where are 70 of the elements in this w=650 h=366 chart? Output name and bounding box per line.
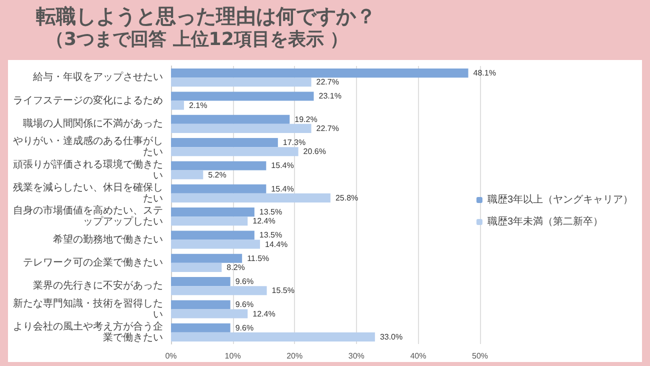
bar [171,124,312,133]
data-label: 13.5% [259,230,282,240]
x-tick-label: 30% [348,352,364,360]
x-tick-label: 50% [472,352,488,360]
y-tick-label: 新たな専門知識・技術を習得したい [13,297,163,320]
data-label: 25.8% [335,193,358,202]
data-label: 2.1% [188,100,208,110]
y-tick-label: 残業を減らしたい、休日を確保したい [13,181,163,204]
data-label: 15.5% [272,286,294,296]
bar [171,170,204,180]
bar [171,92,314,101]
data-label: 9.6% [235,300,254,310]
data-label: 15.4% [271,184,294,194]
bar [171,230,254,240]
data-label: 17.3% [282,138,306,148]
x-tick-label: 0% [165,352,177,360]
bar [171,300,230,310]
data-label: 9.6% [235,323,254,332]
data-label: 48.1% [473,68,496,78]
bar [171,309,248,318]
bar [171,216,248,226]
x-tick-label: 20% [286,352,303,360]
data-label: 19.2% [294,114,318,124]
data-label: 11.5% [247,254,270,263]
bar [171,286,267,296]
bar [171,100,184,110]
x-tick-label: 40% [410,352,426,360]
bar [171,277,230,286]
y-tick-label: 希望の勤務地で働きたい [53,233,163,246]
bar [171,240,260,249]
data-label: 8.2% [226,262,245,272]
y-tick-label: 職場の人間関係に不満があった [23,117,163,130]
data-label: 12.4% [252,216,276,226]
bar [171,138,278,148]
data-label: 23.1% [318,92,342,101]
data-label: 22.7% [316,78,339,87]
bar [171,323,230,332]
data-label: 12.4% [252,309,276,318]
chart-title: 転職しようと思った理由は何ですか？ [36,4,376,28]
data-label: 15.4% [271,161,294,170]
y-tick-label: テレワーク可の企業で働きたい [23,256,163,268]
y-tick-label: やりがい・達成感のある仕事がしたい [13,135,163,158]
bar [171,147,298,156]
y-tick-label: 頑張りが評価される環境で働きたい [13,158,163,182]
data-label: 22.7% [316,124,339,133]
bar [171,208,254,217]
bar [171,161,266,170]
data-label: 9.6% [235,277,254,286]
data-label: 14.4% [264,240,288,249]
bar [171,114,290,124]
data-label: 20.6% [303,147,326,156]
bar [171,262,222,272]
bar [171,68,468,78]
y-tick-label: 自身の市場価値を高めたい、ステップアップしたい [13,204,163,228]
y-tick-label: 業界の先行きに不安があった [33,280,163,292]
x-tick-label: 10% [224,352,241,360]
chart-subtitle: （3つまで回答 上位12項目を表示 ） [45,28,350,52]
data-label: 33.0% [380,332,403,342]
bar [171,254,242,263]
data-label: 13.5% [259,208,282,217]
bar [171,332,375,342]
bar [171,78,312,87]
y-tick-label: 給与・年収をアップさせたい [32,71,163,84]
legend-label: 職歴3年以上（ヤングキャリア） [487,194,633,206]
bar [171,184,266,194]
y-tick-label: より会社の風土や考え方が合う企業で働きたい [13,320,163,344]
bar [171,193,330,202]
y-tick-label: ライフステージの変化によるため [13,94,163,106]
data-label: 5.2% [208,170,226,180]
legend-label: 職歴3年未満（第二新卒） [487,216,603,228]
